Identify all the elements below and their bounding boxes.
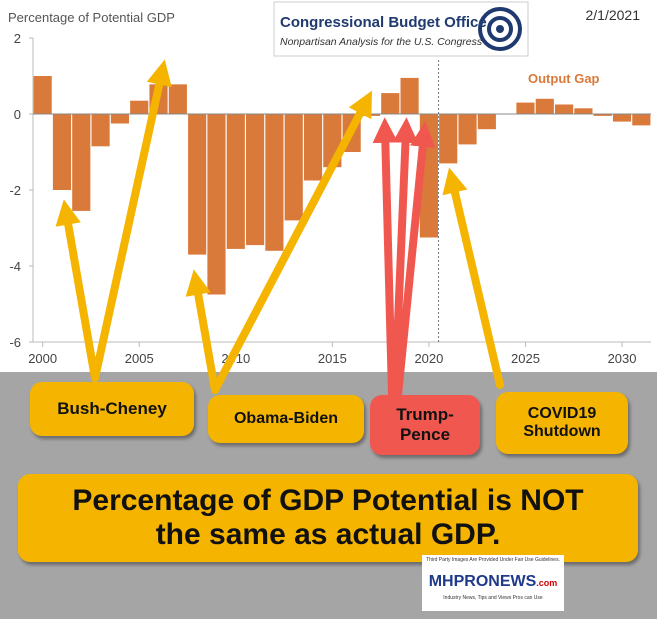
logo-box [273,1,529,57]
bar [303,114,323,181]
bar [168,84,187,114]
bar [516,102,535,114]
callout: Obama-Biden [208,395,364,443]
bar [593,114,612,116]
bar [477,114,496,130]
bar [52,114,72,190]
arrow [211,90,372,394]
x-tick-label: 2005 [125,351,154,366]
bar [91,114,110,147]
x-tick-label: 2025 [511,351,540,366]
bar [207,114,226,295]
y-tick-label: -4 [9,259,21,274]
bar [33,76,52,114]
bar [535,98,554,114]
x-tick-label: 2020 [414,351,443,366]
logo-subtitle: Nonpartisan Analysis for the U.S. Congre… [280,36,483,48]
watermark-tagline: Industry News, Tips and Views Pros can U… [443,595,543,601]
callout: COVID19 Shutdown [496,392,628,454]
x-tick-label: 2015 [318,351,347,366]
arrows [55,59,504,399]
bar [188,114,207,255]
x-tick-label: 2030 [608,351,637,366]
callout: Trump-Pence [370,395,480,455]
y-tick-label: -6 [9,335,21,350]
watermark-notice: Third Party Images Are Provided Under Fa… [426,557,560,563]
x-tick-label: 2000 [28,351,57,366]
arrow [91,59,172,382]
bar [246,114,265,246]
y-tick-label: 2 [14,31,21,46]
bar [381,93,400,114]
watermark-brand-name: MHPRONEWS [428,573,537,590]
logo-ring [487,16,513,42]
bar [265,114,284,251]
bar [400,77,419,114]
bar [612,114,632,122]
watermark-brand: MHPRONEWS.com [422,573,564,591]
arrow [55,199,99,382]
logo: Congressional Budget Office Nonpartisan … [273,1,529,57]
y-tick-label: -2 [9,183,21,198]
y-tick-label: 0 [14,107,21,122]
bar [555,104,574,114]
arrow [391,117,419,399]
bar [439,114,458,164]
logo-ring [478,7,522,51]
arrow [442,167,504,389]
bar [284,114,303,221]
bar [110,114,129,124]
bar [72,114,91,211]
watermark-domain: .com [536,578,558,588]
watermark: Third Party Images Are Provided Under Fa… [422,555,564,611]
arrow [185,269,219,394]
bar [574,108,593,114]
callout: Bush-Cheney [30,382,194,436]
legend-label: Output Gap [528,71,600,86]
note: Percentage of GDP Potential is NOT the s… [18,474,638,562]
bar [458,114,477,145]
bar [226,114,245,249]
date: 2/1/2021 [586,7,641,23]
logo-dot [496,25,504,33]
bar [130,100,149,114]
arrow [394,121,436,399]
logo-title: Congressional Budget Office [280,14,487,31]
bar [632,114,651,126]
arrow [372,117,399,399]
y-axis-label: Percentage of Potential GDP [8,10,175,25]
